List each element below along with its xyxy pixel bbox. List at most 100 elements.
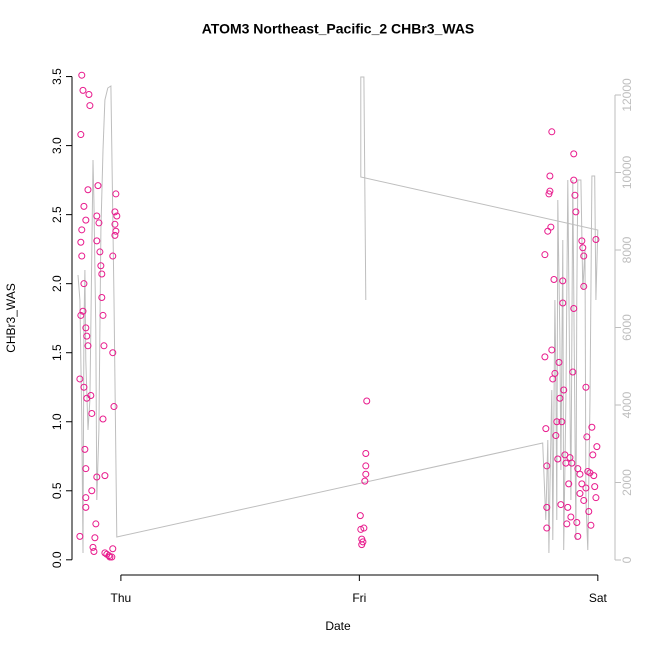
y-tick-label: 0.0 <box>50 551 64 568</box>
data-point <box>570 150 578 158</box>
data-point <box>362 449 370 457</box>
data-point <box>82 465 90 473</box>
y2-tick-label: 10000 <box>620 155 634 189</box>
data-point <box>363 397 371 405</box>
data-point <box>546 187 554 195</box>
data-point <box>560 386 568 394</box>
data-point <box>361 477 369 485</box>
data-point <box>112 190 120 198</box>
y-tick-label: 3.0 <box>50 137 64 154</box>
data-point <box>99 415 107 423</box>
data-point <box>106 553 114 561</box>
data-point <box>86 102 94 110</box>
data-point <box>564 503 572 511</box>
data-point <box>356 512 364 520</box>
x-axis-label: Date <box>325 619 351 633</box>
data-point <box>585 507 593 515</box>
data-point <box>80 280 88 288</box>
data-point <box>82 324 90 332</box>
data-point <box>84 342 92 350</box>
data-point <box>574 465 582 473</box>
y2-tick-label: 4000 <box>620 391 634 418</box>
data-point <box>580 496 588 504</box>
data-point <box>556 394 564 402</box>
data-point <box>110 403 118 411</box>
data-point <box>83 332 91 340</box>
data-point <box>574 532 582 540</box>
data-point <box>572 208 580 216</box>
data-point <box>85 91 93 99</box>
data-point <box>589 451 597 459</box>
data-point <box>92 520 100 528</box>
data-point <box>571 191 579 199</box>
data-point <box>578 237 586 245</box>
chart-title: ATOM3 Northeast_Pacific_2 CHBr3_WAS <box>202 21 475 37</box>
y-tick-label: 1.5 <box>50 344 64 361</box>
data-point <box>580 252 588 260</box>
data-point <box>94 182 102 190</box>
data-point <box>590 472 598 480</box>
data-point <box>79 307 87 315</box>
data-point <box>362 462 370 470</box>
data-point <box>553 418 561 426</box>
data-point <box>98 293 106 301</box>
data-point <box>588 423 596 431</box>
data-point <box>84 186 92 194</box>
data-point <box>91 534 99 542</box>
data-point <box>547 223 555 231</box>
data-point <box>80 383 88 391</box>
y2-tick-label: 0 <box>620 556 634 563</box>
data-point <box>543 524 551 532</box>
y-tick-label: 0.5 <box>50 482 64 499</box>
data-point <box>544 227 552 235</box>
data-point <box>81 445 89 453</box>
data-point <box>587 521 595 529</box>
data-point <box>550 276 558 284</box>
data-point <box>559 299 567 307</box>
data-point <box>554 455 562 463</box>
data-point <box>552 432 560 440</box>
y2-tick-label: 8000 <box>620 236 634 263</box>
data-point <box>570 176 578 184</box>
x-tick-label: Sat <box>589 591 608 605</box>
data-point <box>113 212 121 220</box>
data-point <box>79 86 87 94</box>
data-point <box>567 513 575 521</box>
data-point <box>592 494 600 502</box>
data-point <box>580 282 588 290</box>
data-point <box>108 553 116 561</box>
data-point <box>78 252 86 260</box>
data-point <box>548 128 556 136</box>
data-point <box>77 238 85 246</box>
data-point <box>77 311 85 319</box>
data-point <box>109 349 117 357</box>
data-point <box>98 270 106 278</box>
data-point <box>88 487 96 495</box>
data-point <box>591 483 599 491</box>
data-point <box>543 462 551 470</box>
data-point <box>76 532 84 540</box>
y-axis-label: CHBr3_WAS <box>4 283 18 353</box>
data-point <box>557 501 565 509</box>
data-point <box>111 208 119 216</box>
data-point <box>362 470 370 478</box>
data-point <box>78 226 86 234</box>
data-point <box>582 383 590 391</box>
data-point <box>109 252 117 260</box>
y-tick-label: 3.5 <box>50 68 64 85</box>
data-point <box>78 71 86 79</box>
y2-tick-label: 6000 <box>620 314 634 341</box>
y-tick-label: 2.5 <box>50 206 64 223</box>
y2-tick-label: 2000 <box>620 469 634 496</box>
data-point <box>359 538 367 546</box>
data-point <box>93 212 101 220</box>
data-point <box>569 368 577 376</box>
data-point <box>573 519 581 527</box>
data-point <box>111 220 119 228</box>
data-point <box>87 392 95 400</box>
data-point <box>95 219 103 227</box>
data-point <box>112 227 120 235</box>
data-point <box>593 443 601 451</box>
data-point <box>592 235 600 243</box>
